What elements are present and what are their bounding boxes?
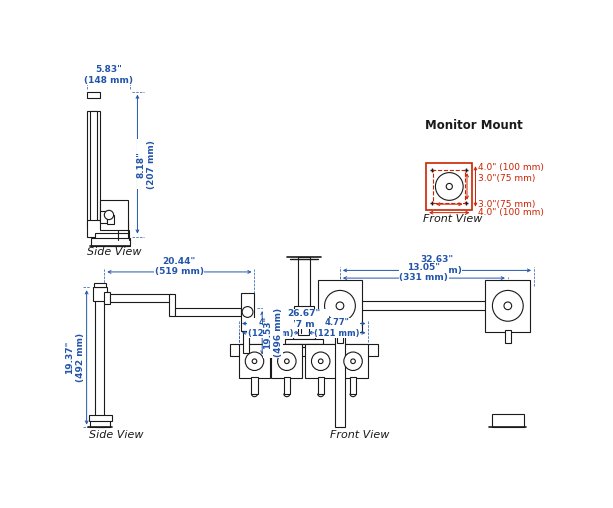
Bar [91, 417, 110, 427]
Bar [350, 376, 356, 394]
Bar [239, 343, 270, 378]
Bar [284, 376, 290, 394]
Circle shape [504, 302, 512, 310]
Bar [299, 316, 309, 335]
Bar [338, 343, 368, 378]
Bar [318, 376, 324, 394]
Circle shape [252, 359, 257, 364]
Bar [305, 343, 336, 378]
Circle shape [242, 307, 253, 318]
Circle shape [318, 359, 323, 364]
Bar [100, 200, 128, 230]
Bar [284, 339, 323, 343]
Text: 8.18"
(207 mm): 8.18" (207 mm) [137, 140, 156, 188]
Text: 3.0"(75 mm): 3.0"(75 mm) [478, 174, 535, 183]
Bar [95, 288, 104, 427]
Circle shape [284, 359, 289, 364]
Bar [337, 331, 343, 343]
Bar [91, 238, 130, 246]
Text: Front View: Front View [423, 214, 482, 224]
Bar [230, 343, 378, 356]
Bar [88, 219, 128, 237]
Circle shape [336, 302, 344, 310]
Circle shape [104, 210, 113, 219]
Circle shape [344, 352, 362, 370]
Text: Monitor Mount: Monitor Mount [425, 119, 522, 133]
Bar [88, 111, 100, 227]
Text: 26.67"
(677 mm): 26.67" (677 mm) [279, 309, 329, 329]
Text: 19.53"
(496 mm): 19.53" (496 mm) [263, 308, 283, 357]
Bar [94, 283, 106, 288]
Bar [335, 288, 345, 427]
Text: 5.83"
(148 mm): 5.83" (148 mm) [84, 65, 132, 84]
Bar [318, 279, 362, 332]
Bar [331, 288, 349, 304]
Text: 19.37"
(492 mm): 19.37" (492 mm) [66, 333, 85, 382]
Circle shape [311, 352, 330, 370]
Bar [175, 308, 241, 316]
Text: 32.63"
(828 mm): 32.63" (828 mm) [413, 256, 462, 275]
Circle shape [278, 352, 296, 370]
Text: Side View: Side View [88, 247, 142, 257]
Circle shape [324, 291, 356, 321]
Circle shape [446, 183, 452, 189]
Text: 20.44"
(519 mm): 20.44" (519 mm) [154, 257, 204, 276]
Bar [107, 215, 113, 224]
Text: Front View: Front View [330, 430, 389, 440]
Bar [89, 415, 112, 421]
Bar [272, 343, 302, 378]
Bar [504, 331, 511, 343]
Text: Side View: Side View [89, 430, 143, 440]
Bar [91, 111, 97, 227]
Text: 13.05"
(331 mm): 13.05" (331 mm) [400, 263, 448, 282]
Bar [492, 414, 524, 427]
Bar [426, 164, 473, 210]
Bar [104, 292, 110, 304]
Circle shape [435, 173, 463, 200]
Bar [485, 279, 530, 332]
Bar [345, 301, 492, 310]
Bar [169, 294, 175, 316]
Circle shape [245, 352, 264, 370]
Text: Front View: Front View [281, 320, 340, 329]
Bar [95, 234, 128, 246]
Bar [294, 306, 314, 312]
Bar [100, 211, 107, 223]
Text: 3.0"(75 mm): 3.0"(75 mm) [478, 200, 535, 209]
Text: 4.0" (100 mm): 4.0" (100 mm) [478, 208, 544, 217]
Bar [93, 288, 107, 301]
Text: 4.77"
(121 mm): 4.77" (121 mm) [248, 319, 294, 338]
Circle shape [351, 359, 356, 364]
Bar [293, 312, 314, 339]
Text: 4.77"
(121 mm): 4.77" (121 mm) [314, 319, 360, 338]
Bar [288, 343, 319, 346]
Bar [110, 294, 172, 302]
Circle shape [492, 291, 524, 321]
Bar [241, 293, 254, 331]
Bar [251, 376, 257, 394]
Bar [297, 258, 310, 307]
Text: 4.0" (100 mm): 4.0" (100 mm) [478, 164, 544, 173]
Bar [243, 331, 249, 353]
Bar [88, 92, 100, 98]
Bar [433, 170, 465, 203]
